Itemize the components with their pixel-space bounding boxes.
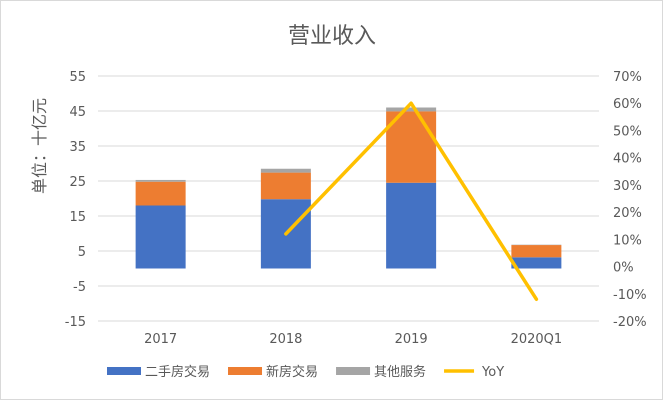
- y2-tick-label: 70%: [613, 70, 642, 85]
- bar-2-2018: [260, 172, 311, 200]
- y2-tick-label: -10%: [613, 288, 647, 303]
- legend-swatch-2: [228, 367, 263, 375]
- legend-label: 其他服务: [374, 364, 426, 380]
- y2-tick-label: 20%: [613, 206, 642, 221]
- bar-2-2019: [386, 111, 437, 183]
- x-tick-label: 2019: [395, 332, 428, 347]
- bar-2-2017: [135, 181, 186, 206]
- x-tick-label: 2017: [144, 332, 177, 347]
- bar-3-2019: [386, 107, 437, 112]
- legend-swatch-1: [107, 367, 141, 375]
- bar-3-2017: [135, 179, 186, 182]
- bar-1-2020q1: [511, 257, 562, 269]
- y-axis-ticks: 55 45 35 25 15 5 -5 -15: [65, 70, 86, 330]
- legend-label: 新房交易: [266, 364, 318, 380]
- secondary-y-axis-ticks: 70% 60% 50% 40% 30% 20% 10% 0% -10% -20%: [613, 70, 647, 330]
- bar-2-2020q1: [511, 245, 562, 258]
- y-tick-label: 55: [69, 70, 86, 85]
- yoy-line-group: [284, 101, 539, 301]
- y-tick-label: -15: [65, 315, 86, 330]
- y-tick-label: -5: [73, 280, 86, 295]
- y2-tick-label: 10%: [613, 233, 642, 248]
- bars: [135, 107, 562, 269]
- y2-tick-label: 40%: [613, 152, 642, 167]
- yoy-line: [284, 101, 539, 301]
- y-tick-label: 15: [69, 210, 86, 225]
- bar-3-2018: [260, 168, 311, 173]
- y-tick-label: 25: [69, 175, 86, 190]
- y2-tick-label: -20%: [613, 315, 647, 330]
- x-tick-label: 2020Q1: [511, 332, 563, 347]
- y-axis-label: 单位：十亿元: [30, 98, 49, 194]
- legend-label: YoY: [481, 365, 504, 380]
- legend: 二手房交易 新房交易 其他服务 YoY: [107, 364, 504, 380]
- x-axis-ticks: 2017 2018 2019 2020Q1: [144, 332, 562, 347]
- legend-label: 二手房交易: [145, 364, 210, 380]
- bar-1-2017: [135, 205, 186, 269]
- y2-tick-label: 30%: [613, 179, 642, 194]
- bar-1-2019: [386, 182, 437, 269]
- y-tick-label: 35: [69, 140, 86, 155]
- chart-title: 营业收入: [288, 24, 376, 49]
- y2-tick-label: 60%: [613, 97, 642, 112]
- x-tick-label: 2018: [269, 332, 302, 347]
- y2-tick-label: 0%: [613, 261, 634, 276]
- legend-swatch-3: [336, 367, 371, 375]
- y-tick-label: 45: [69, 105, 86, 120]
- y2-tick-label: 50%: [613, 124, 642, 139]
- y-tick-label: 5: [78, 245, 86, 260]
